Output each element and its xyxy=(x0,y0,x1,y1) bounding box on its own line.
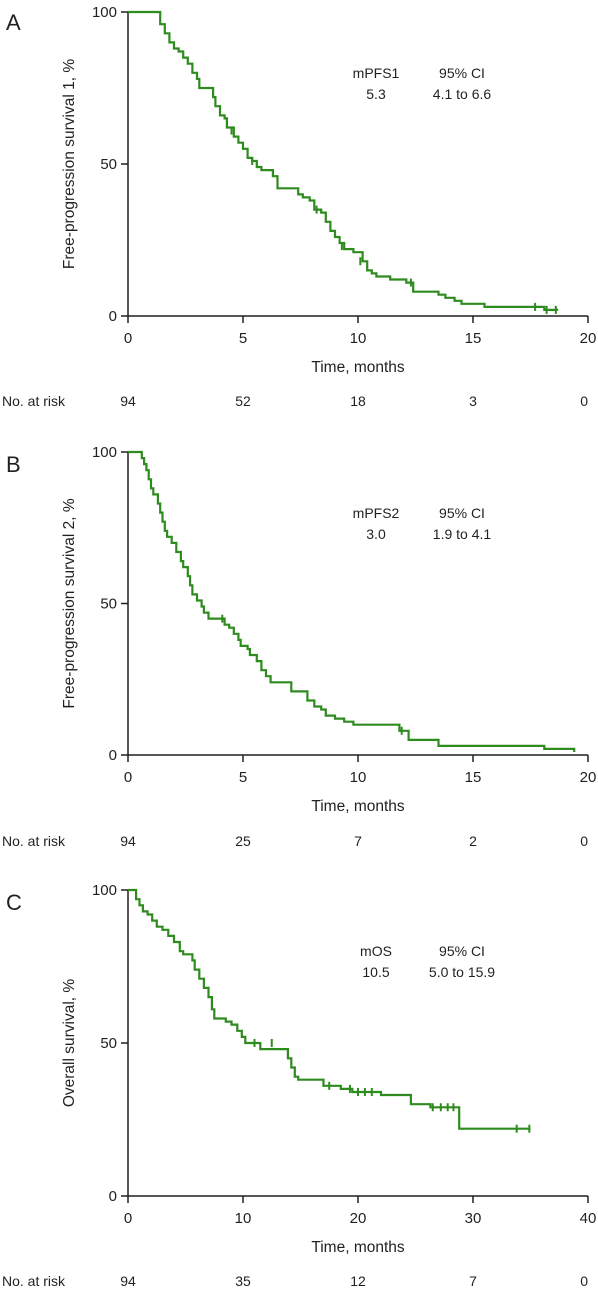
x-tick-label: 0 xyxy=(124,330,132,347)
annotation-value: 4.1 to 6.6 xyxy=(433,86,492,102)
risk-count: 94 xyxy=(120,393,136,409)
risk-count: 0 xyxy=(580,393,588,409)
survival-curve xyxy=(128,450,576,752)
y-tick-label: 0 xyxy=(109,1188,117,1205)
y-tick-label: 0 xyxy=(109,308,117,325)
risk-table-label: No. at risk xyxy=(2,1273,66,1289)
annotation-value: 5.3 xyxy=(366,86,386,102)
survival-curve xyxy=(128,888,531,1130)
risk-count: 52 xyxy=(235,393,251,409)
x-tick-label: 5 xyxy=(239,330,247,347)
risk-count: 18 xyxy=(350,393,366,409)
panel-letter: A xyxy=(6,10,21,35)
survival-curve xyxy=(128,10,559,311)
risk-count: 25 xyxy=(235,833,251,849)
x-tick-label: 0 xyxy=(124,1210,132,1227)
y-axis-label: Free-progression survival 2, % xyxy=(61,498,78,708)
x-axis-label: Time, months xyxy=(311,798,405,815)
annotation-header: 95% CI xyxy=(439,943,485,959)
x-tick-label: 10 xyxy=(350,330,367,347)
x-axis-label: Time, months xyxy=(311,1239,405,1256)
annotation-value: 1.9 to 4.1 xyxy=(433,526,492,542)
km-panel-c: C 0 50 100 0 10 20 30 40 Time, months Overall surv… xyxy=(2,882,596,1289)
annotation-value: 3.0 xyxy=(366,526,386,542)
annotation-header: mPFS1 xyxy=(353,65,400,81)
x-tick-label: 15 xyxy=(465,769,482,786)
annotation-header: 95% CI xyxy=(439,505,485,521)
annotation-header: 95% CI xyxy=(439,65,485,81)
y-tick-label: 100 xyxy=(92,882,117,899)
x-tick-label: 0 xyxy=(124,769,132,786)
y-tick-label: 0 xyxy=(109,747,117,764)
risk-table-label: No. at risk xyxy=(2,393,66,409)
risk-count: 0 xyxy=(580,1273,588,1289)
x-tick-label: 15 xyxy=(465,330,482,347)
x-tick-label: 20 xyxy=(350,1210,367,1227)
risk-count: 94 xyxy=(120,1273,136,1289)
risk-count: 3 xyxy=(469,393,477,409)
x-tick-label: 20 xyxy=(580,330,597,347)
annotation-header: mPFS2 xyxy=(353,505,400,521)
y-tick-label: 50 xyxy=(100,1035,117,1052)
risk-count: 0 xyxy=(580,833,588,849)
annotation-value: 10.5 xyxy=(362,964,389,980)
y-tick-label: 100 xyxy=(92,444,117,461)
risk-table-label: No. at risk xyxy=(2,833,66,849)
x-tick-label: 5 xyxy=(239,769,247,786)
x-tick-label: 10 xyxy=(350,769,367,786)
risk-count: 94 xyxy=(120,833,136,849)
y-tick-label: 50 xyxy=(100,156,117,173)
y-tick-label: 100 xyxy=(92,4,117,21)
km-panel-a: A 0 50 100 0 5 10 15 20 Time, months Free-progress… xyxy=(2,4,596,409)
annotation-header: mOS xyxy=(360,943,392,959)
y-axis-label: Overall survival, % xyxy=(61,979,78,1108)
x-axis-label: Time, months xyxy=(311,359,405,376)
risk-count: 35 xyxy=(235,1273,251,1289)
y-axis-label: Free-progression survival 1, % xyxy=(61,59,78,269)
panel-letter: B xyxy=(6,452,21,477)
annotation-value: 5.0 to 15.9 xyxy=(429,964,495,980)
risk-count: 7 xyxy=(469,1273,477,1289)
risk-count: 7 xyxy=(354,833,362,849)
x-tick-label: 10 xyxy=(235,1210,252,1227)
y-tick-label: 50 xyxy=(100,596,117,613)
x-tick-label: 30 xyxy=(465,1210,482,1227)
x-tick-label: 40 xyxy=(580,1210,597,1227)
x-tick-label: 20 xyxy=(580,769,597,786)
risk-count: 12 xyxy=(350,1273,366,1289)
risk-count: 2 xyxy=(469,833,477,849)
panel-letter: C xyxy=(6,890,22,915)
